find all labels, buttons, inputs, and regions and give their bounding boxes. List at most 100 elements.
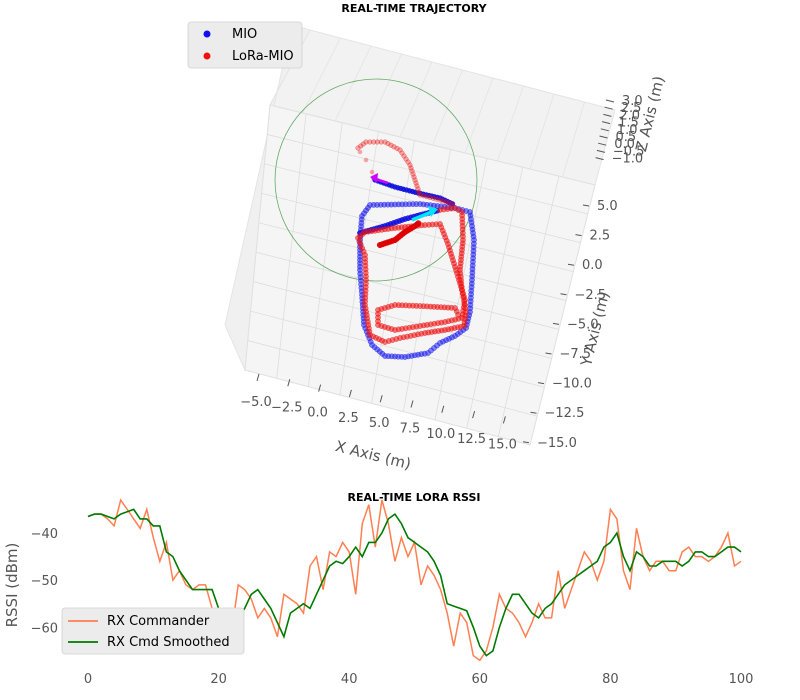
lora-mio-point (378, 139, 384, 145)
z-tick-mark (601, 121, 611, 125)
z-tick-label: 2.0 (619, 108, 640, 123)
y-tick-mark (545, 352, 552, 355)
grid-line (307, 122, 343, 387)
y-tick-mark (530, 411, 537, 414)
rssi-x-ticks: 0 20 40 60 80 100 (84, 672, 754, 687)
lora-mio-point (382, 139, 388, 145)
rssi-y-tick-label: −60 (31, 621, 58, 636)
rssi-chart: REAL-TIME LORA RSSI RSSI (dBm) −40 −50 −60… (3, 491, 753, 687)
legend-mio-label: MIO (232, 27, 257, 42)
z-tick-label: 1.0 (617, 123, 638, 138)
lora-mio-point (409, 168, 415, 174)
x-tick-label: 10.0 (426, 427, 455, 442)
legend-lora-label: LoRa-MIO (232, 49, 294, 64)
lora-mio-point (385, 141, 391, 147)
grid-line (258, 222, 567, 301)
z-tick-mark (600, 128, 609, 132)
grid-line (253, 281, 552, 359)
lora-mio-point (437, 197, 443, 203)
rssi-x-tick-label: 20 (210, 672, 227, 687)
z-tick-label: −0.5 (613, 144, 645, 159)
grid-line (399, 61, 433, 138)
rssi-y-tick-label: −50 (31, 574, 58, 589)
grid-line (432, 69, 463, 146)
y-axis-ticks: 5.0 2.5 0.0 −2.5 −5.0 −7.5 −10.0 −12.5 −15.0 (522, 199, 618, 451)
z-tick-mark (604, 106, 613, 110)
series-line-rx-cmd-smoothed (87, 508, 742, 657)
x-tick-label: −5.0 (240, 395, 272, 410)
grid-line (367, 53, 402, 130)
x-tick-label: 0.0 (307, 406, 328, 421)
lora-heading-arrow (411, 206, 438, 222)
rssi-x-tick-label: 0 (84, 672, 92, 687)
grid-line (402, 149, 451, 412)
grid-line (529, 93, 555, 170)
lora-mio-point (360, 141, 366, 147)
lora-mio-trajectory (355, 139, 469, 345)
z-axis-ticks: 3.02.52.01.51.00.50.0−0.5−1.0 (595, 94, 645, 167)
rssi-y-axis-label: RSSI (dBm) (3, 543, 21, 628)
z-tick-label: 0.0 (614, 137, 635, 152)
x-tick-label: 7.5 (400, 422, 421, 437)
y-tick-label: 0.0 (582, 258, 603, 273)
x-tick-label: 12.5 (457, 432, 486, 447)
x-tick-mark (502, 416, 506, 424)
y-tick-mark (575, 234, 582, 237)
z-tick-mark (605, 99, 615, 103)
lora-mio-point (363, 157, 369, 163)
grid-line (497, 85, 524, 162)
trajectory-legend: MIO LoRa-MIO (187, 21, 303, 69)
z-tick-mark (596, 149, 606, 153)
y-tick-label: −2.5 (575, 288, 607, 303)
y-tick-mark (582, 204, 590, 207)
z-tick-mark (599, 135, 608, 139)
y-tick-label: 5.0 (597, 199, 618, 214)
y-tick-label: −5.0 (567, 317, 599, 332)
grid-line (334, 45, 372, 122)
lora-mio-point (440, 198, 446, 204)
rssi-y-tick-label: −40 (31, 527, 58, 542)
lora-mio-point (443, 199, 449, 205)
rssi-title: REAL-TIME LORA RSSI (347, 491, 480, 504)
y-tick-label: −10.0 (552, 377, 592, 392)
z-tick-label: 1.5 (618, 116, 639, 131)
grid-line (267, 134, 588, 215)
x-tick-mark (256, 373, 260, 382)
lora-mio-point (388, 142, 394, 148)
grid-line (562, 101, 585, 178)
legend-mio-marker (203, 30, 211, 38)
grid-line (464, 77, 494, 154)
x-tick-mark (472, 410, 476, 419)
y-tick-mark (552, 322, 560, 325)
z-tick-label: 2.5 (621, 101, 642, 116)
x-tick-label: 2.5 (338, 411, 359, 426)
legend-rx-commander-label: RX Commander (107, 614, 210, 629)
legend-lora-marker (203, 52, 211, 60)
grid-line (247, 340, 538, 417)
lora-mio-point (363, 139, 369, 145)
rssi-x-tick-label: 60 (472, 672, 489, 687)
x-axis-label: X Axis (m) (334, 437, 413, 473)
x-tick-mark (348, 389, 352, 398)
rssi-y-ticks: −40 −50 −60 (31, 527, 58, 636)
z-tick-label: 3.0 (622, 94, 643, 109)
lora-mio-point (416, 189, 422, 195)
trajectory-title: REAL-TIME TRAJECTORY (341, 2, 487, 15)
z-tick-label: −1.0 (612, 152, 644, 167)
y-tick-mark (560, 293, 567, 296)
lora-mio-point (410, 171, 416, 177)
grid-line (250, 310, 545, 388)
lora-mio-point (415, 220, 422, 227)
x-tick-label: 15.0 (488, 437, 517, 452)
y-tick-mark (567, 263, 575, 266)
rssi-x-tick-label: 40 (341, 672, 358, 687)
z-tick-label: 0.5 (616, 130, 637, 145)
lora-mio-point (446, 200, 452, 206)
x-axis-ticks: −5.0 −2.5 0.0 2.5 5.0 7.5 10.0 12.5 15.0 (240, 373, 517, 452)
mio-trajectory (357, 177, 477, 360)
x-tick-mark (441, 405, 445, 413)
y-tick-label: −7.5 (560, 347, 592, 362)
x-tick-mark (410, 400, 414, 408)
y-tick-label: 2.5 (590, 229, 611, 244)
